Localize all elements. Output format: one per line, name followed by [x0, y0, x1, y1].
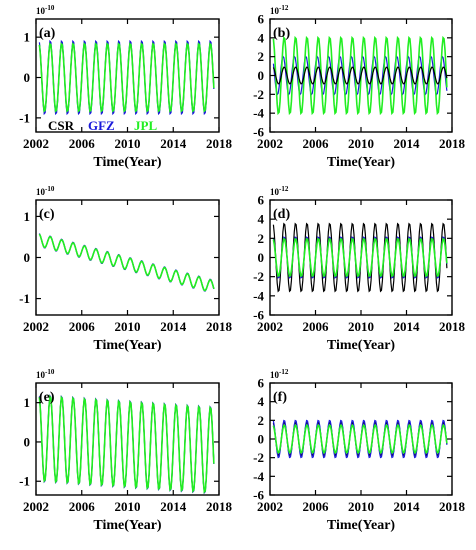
x-tick-label: 2006 [69, 499, 96, 514]
y-tick-label: 2 [258, 231, 265, 246]
x-tick-label: 2002 [257, 136, 283, 151]
axis-exponent: 10-10 [36, 185, 55, 197]
x-tick-label: 2014 [160, 499, 187, 514]
y-tick-label: 4 [258, 30, 265, 45]
x-tick-label: 2014 [394, 499, 421, 514]
x-tick-label: 2010 [115, 319, 141, 334]
series-line-csr [272, 66, 448, 85]
legend-entry-gfz: GFZ [88, 118, 115, 133]
y-tick-label: -6 [253, 125, 264, 140]
x-tick-label: 2002 [257, 499, 283, 514]
y-tick-label: 0 [24, 250, 31, 265]
x-tick-label: 2014 [160, 136, 187, 151]
x-tick-label: 2018 [206, 319, 233, 334]
y-tick-label: -1 [19, 474, 30, 489]
x-tick-label: 2006 [303, 136, 330, 151]
y-tick-label: -4 [253, 288, 264, 303]
plot-frame [35, 199, 220, 316]
series-line-jpl [38, 394, 215, 494]
series-line-jpl [272, 237, 448, 278]
x-tick-label: 2018 [439, 499, 466, 514]
chart-panel-6: 2002 2006 2010 2014 2018 6 4 2 0 -2 -4 -6 10-12 (f) Ti… [253, 368, 465, 533]
y-tick-label: 2 [258, 49, 265, 64]
panel-label: (e) [39, 390, 55, 405]
y-tick-label: 0 [258, 250, 265, 265]
panel-label: (d) [273, 207, 290, 222]
y-tick-label: -2 [253, 269, 264, 284]
x-axis-label: Time(Year) [93, 155, 161, 170]
series-line-jpl [272, 424, 448, 454]
axis-exponent: 10-12 [270, 185, 289, 197]
y-tick-label: 1 [24, 209, 31, 224]
x-tick-label: 2018 [439, 136, 466, 151]
x-tick-label: 2014 [394, 319, 421, 334]
y-tick-label: -6 [253, 308, 264, 323]
x-tick-label: 2010 [348, 319, 374, 334]
x-tick-label: 2006 [303, 319, 330, 334]
legend-entry-jpl: JPL [134, 118, 157, 133]
series-line-jpl [38, 233, 215, 292]
x-tick-label: 2006 [303, 499, 330, 514]
x-axis-label: Time(Year) [93, 518, 161, 533]
y-tick-label: 6 [258, 376, 265, 391]
axis-exponent: 10-12 [270, 368, 289, 380]
x-tick-label: 2014 [160, 319, 187, 334]
y-tick-label: -4 [253, 106, 264, 121]
y-tick-label: -4 [253, 469, 264, 484]
x-tick-label: 2002 [257, 319, 283, 334]
y-tick-label: 0 [24, 70, 31, 85]
series-line-gfz [38, 233, 215, 292]
x-axis-label: Time(Year) [327, 338, 395, 353]
x-tick-label: 2006 [69, 136, 96, 151]
axis-exponent: 10-10 [36, 4, 55, 16]
x-tick-label: 2010 [115, 136, 141, 151]
x-tick-label: 2010 [348, 499, 374, 514]
x-axis-label: Time(Year) [93, 338, 161, 353]
y-tick-label: 1 [24, 30, 31, 45]
x-tick-label: 2018 [206, 499, 233, 514]
x-tick-label: 2002 [23, 136, 49, 151]
panel-label: (a) [39, 26, 56, 41]
y-tick-label: 1 [24, 395, 31, 410]
y-tick-label: -2 [253, 450, 264, 465]
x-tick-label: 2010 [348, 136, 374, 151]
y-tick-label: 2 [258, 413, 265, 428]
panel-label: (f) [273, 390, 287, 405]
x-tick-label: 2002 [23, 499, 49, 514]
x-axis-label: Time(Year) [327, 518, 395, 533]
chart-panel-1: 2002 2006 2010 2014 2018 1 0 -1 10-10 (a) Time(Yea… [19, 4, 232, 170]
panel-label: (c) [39, 207, 55, 222]
y-tick-label: 4 [258, 394, 265, 409]
y-tick-label: -6 [253, 488, 264, 503]
y-tick-label: 0 [258, 432, 265, 447]
chart-panel-3: 2002 2006 2010 2014 2018 1 0 -1 10-10 (c) Time(Yea… [19, 185, 232, 353]
x-axis-label: Time(Year) [327, 155, 395, 170]
x-tick-label: 2018 [206, 136, 233, 151]
y-tick-label: 6 [258, 193, 265, 208]
axis-exponent: 10-12 [270, 4, 289, 16]
y-tick-label: 0 [24, 434, 31, 449]
series-line-csr [272, 222, 448, 293]
y-tick-label: 0 [258, 68, 265, 83]
chart-panel-4: 2002 2006 2010 2014 2018 6 4 2 0 -2 -4 -6 10-12 (d) Ti… [253, 185, 465, 353]
panel-label: (b) [273, 26, 290, 41]
legend-entry-csr: CSR [48, 118, 75, 133]
chart-panel-5: 2002 2006 2010 2014 2018 1 0 -1 10-10 (e) Time(Yea… [19, 368, 232, 533]
x-tick-label: 2006 [69, 319, 96, 334]
y-tick-label: -1 [19, 291, 30, 306]
series-line-jpl [38, 42, 215, 113]
chart-panel-2: 2002 2006 2010 2014 2018 6 4 2 0 -2 -4 -6 10-12 (b) Ti… [253, 4, 465, 170]
y-tick-label: -1 [19, 110, 30, 125]
x-tick-label: 2018 [439, 319, 466, 334]
x-tick-label: 2002 [23, 319, 49, 334]
x-tick-label: 2014 [394, 136, 421, 151]
y-tick-label: 6 [258, 12, 265, 27]
axis-exponent: 10-10 [36, 368, 55, 380]
y-tick-label: -2 [253, 87, 264, 102]
x-tick-label: 2010 [115, 499, 141, 514]
y-tick-label: 4 [258, 212, 265, 227]
series-line-csr [38, 233, 215, 292]
